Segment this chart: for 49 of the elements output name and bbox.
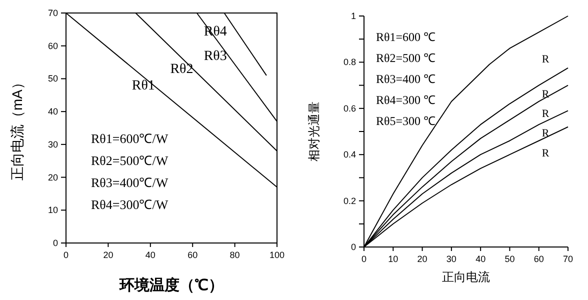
x-tick-label: 60 (188, 250, 198, 260)
x-tick-label: 60 (534, 254, 544, 264)
annotation: R (542, 128, 550, 140)
x-tick-label: 30 (446, 254, 456, 264)
annotation: Rθ3=400℃/W (91, 175, 169, 190)
y-tick-label: 1 (350, 11, 356, 21)
y-tick-label: 10 (48, 205, 58, 216)
x-axis-title: 环境温度（℃） (118, 276, 224, 294)
series-label: Rθ1 (132, 78, 155, 94)
x-tick-label: 10 (388, 254, 398, 264)
annotation: Rθ2=500℃/W (91, 153, 169, 168)
series-label: Rθ2 (170, 62, 194, 78)
annotation: R (542, 88, 550, 100)
x-tick-label: 50 (504, 254, 515, 264)
x-tick-label: 20 (103, 250, 114, 260)
y-tick-label: 0.8 (343, 57, 356, 68)
annotation: Rθ4=300 ℃ (376, 93, 436, 107)
y-tick-label: 0 (52, 238, 58, 248)
y-tick-label: 0 (350, 242, 356, 252)
y-tick-label: 0.4 (343, 150, 356, 160)
x-axis-title: 正向电流 (442, 270, 490, 284)
x-tick-label: 40 (145, 250, 156, 260)
y-tick-label: 0.6 (343, 103, 356, 114)
annotation: R (542, 54, 550, 66)
y-tick-label: 60 (48, 40, 58, 51)
y-tick-label: 50 (48, 74, 58, 84)
annotation: Rθ3=400 ℃ (376, 72, 436, 86)
y-axis-title: 正向电流（mA） (9, 76, 25, 180)
y-tick-label: 40 (48, 106, 58, 117)
annotation: Rθ5=300 ℃ (376, 114, 436, 128)
annotation: R (542, 108, 550, 120)
y-tick-label: 20 (48, 172, 58, 182)
x-tick-label: 70 (562, 254, 574, 264)
y-tick-label: 70 (48, 8, 58, 18)
y-tick-label: 30 (48, 139, 58, 150)
x-tick-label: 20 (417, 254, 428, 264)
x-tick-label: 0 (361, 254, 367, 264)
annotation: Rθ4=300℃/W (91, 197, 169, 212)
annotation: Rθ1=600 ℃ (376, 30, 436, 44)
x-tick-label: 80 (230, 250, 240, 260)
x-tick-label: 0 (63, 250, 69, 260)
annotation: Rθ1=600℃/W (91, 131, 169, 146)
series-label: Rθ3 (204, 48, 227, 64)
x-tick-label: 100 (269, 250, 285, 260)
x-tick-label: 40 (476, 254, 486, 264)
annotation: R (542, 148, 550, 160)
annotation: Rθ2=500 ℃ (376, 51, 436, 65)
y-axis-title: 相对光通量 (307, 102, 321, 162)
y-tick-label: 0.2 (343, 196, 356, 206)
